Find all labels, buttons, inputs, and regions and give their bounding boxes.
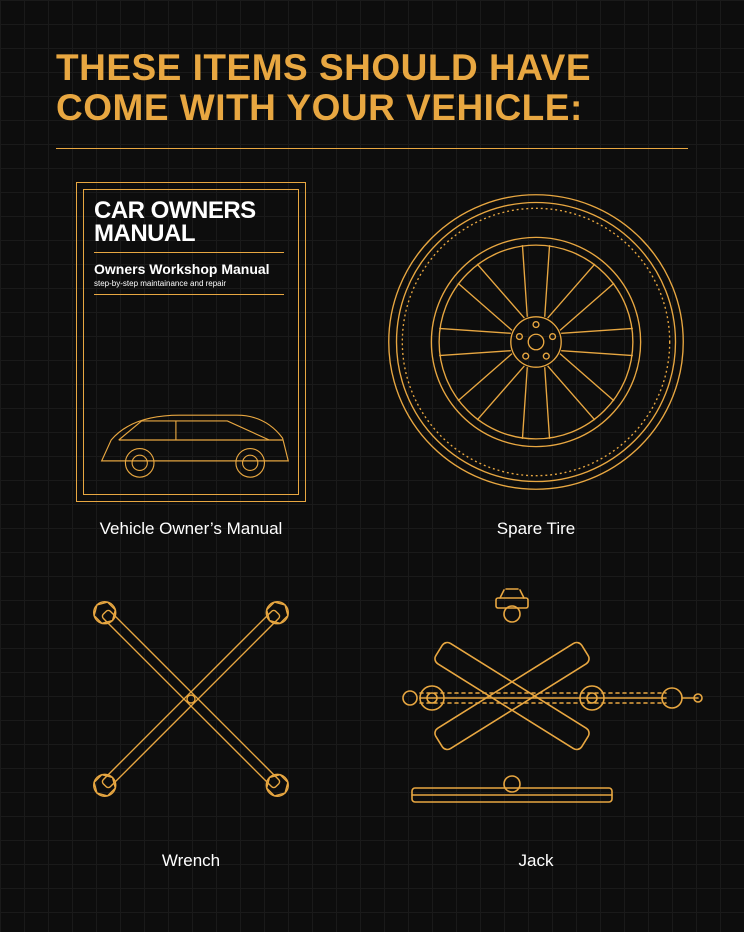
caption-manual: Vehicle Owner’s Manual (100, 519, 283, 539)
caption-jack: Jack (519, 851, 554, 871)
manual-heading-line2: MANUAL (94, 223, 294, 246)
wrench-illustration (56, 559, 326, 839)
manual-subtitle: Owners Workshop Manual (94, 261, 294, 277)
cell-wrench: Wrench (56, 559, 326, 871)
caption-wrench: Wrench (162, 851, 220, 871)
wrench-icon (56, 564, 326, 834)
cell-manual: CAR OWNERS MANUAL Owners Workshop Manual… (56, 177, 326, 539)
tire-illustration (366, 177, 706, 507)
caption-tire: Spare Tire (497, 519, 575, 539)
tire-icon (381, 187, 691, 497)
manual-divider-2 (94, 294, 284, 295)
title-underline (56, 148, 688, 149)
cell-tire: Spare Tire (366, 177, 706, 539)
car-icon (94, 301, 294, 490)
cell-jack: Jack (366, 559, 706, 871)
manual-smallprint: step-by-step maintainance and repair (94, 279, 294, 288)
manual-divider (94, 252, 284, 253)
jack-illustration (366, 559, 706, 839)
jack-icon (366, 574, 706, 824)
items-grid: CAR OWNERS MANUAL Owners Workshop Manual… (56, 177, 688, 871)
manual-book-inner: CAR OWNERS MANUAL Owners Workshop Manual… (83, 189, 299, 495)
manual-illustration: CAR OWNERS MANUAL Owners Workshop Manual… (56, 177, 326, 507)
page-title: THESE ITEMS SHOULD HAVE COME WITH YOUR V… (56, 48, 688, 128)
manual-book-outline: CAR OWNERS MANUAL Owners Workshop Manual… (76, 182, 306, 502)
